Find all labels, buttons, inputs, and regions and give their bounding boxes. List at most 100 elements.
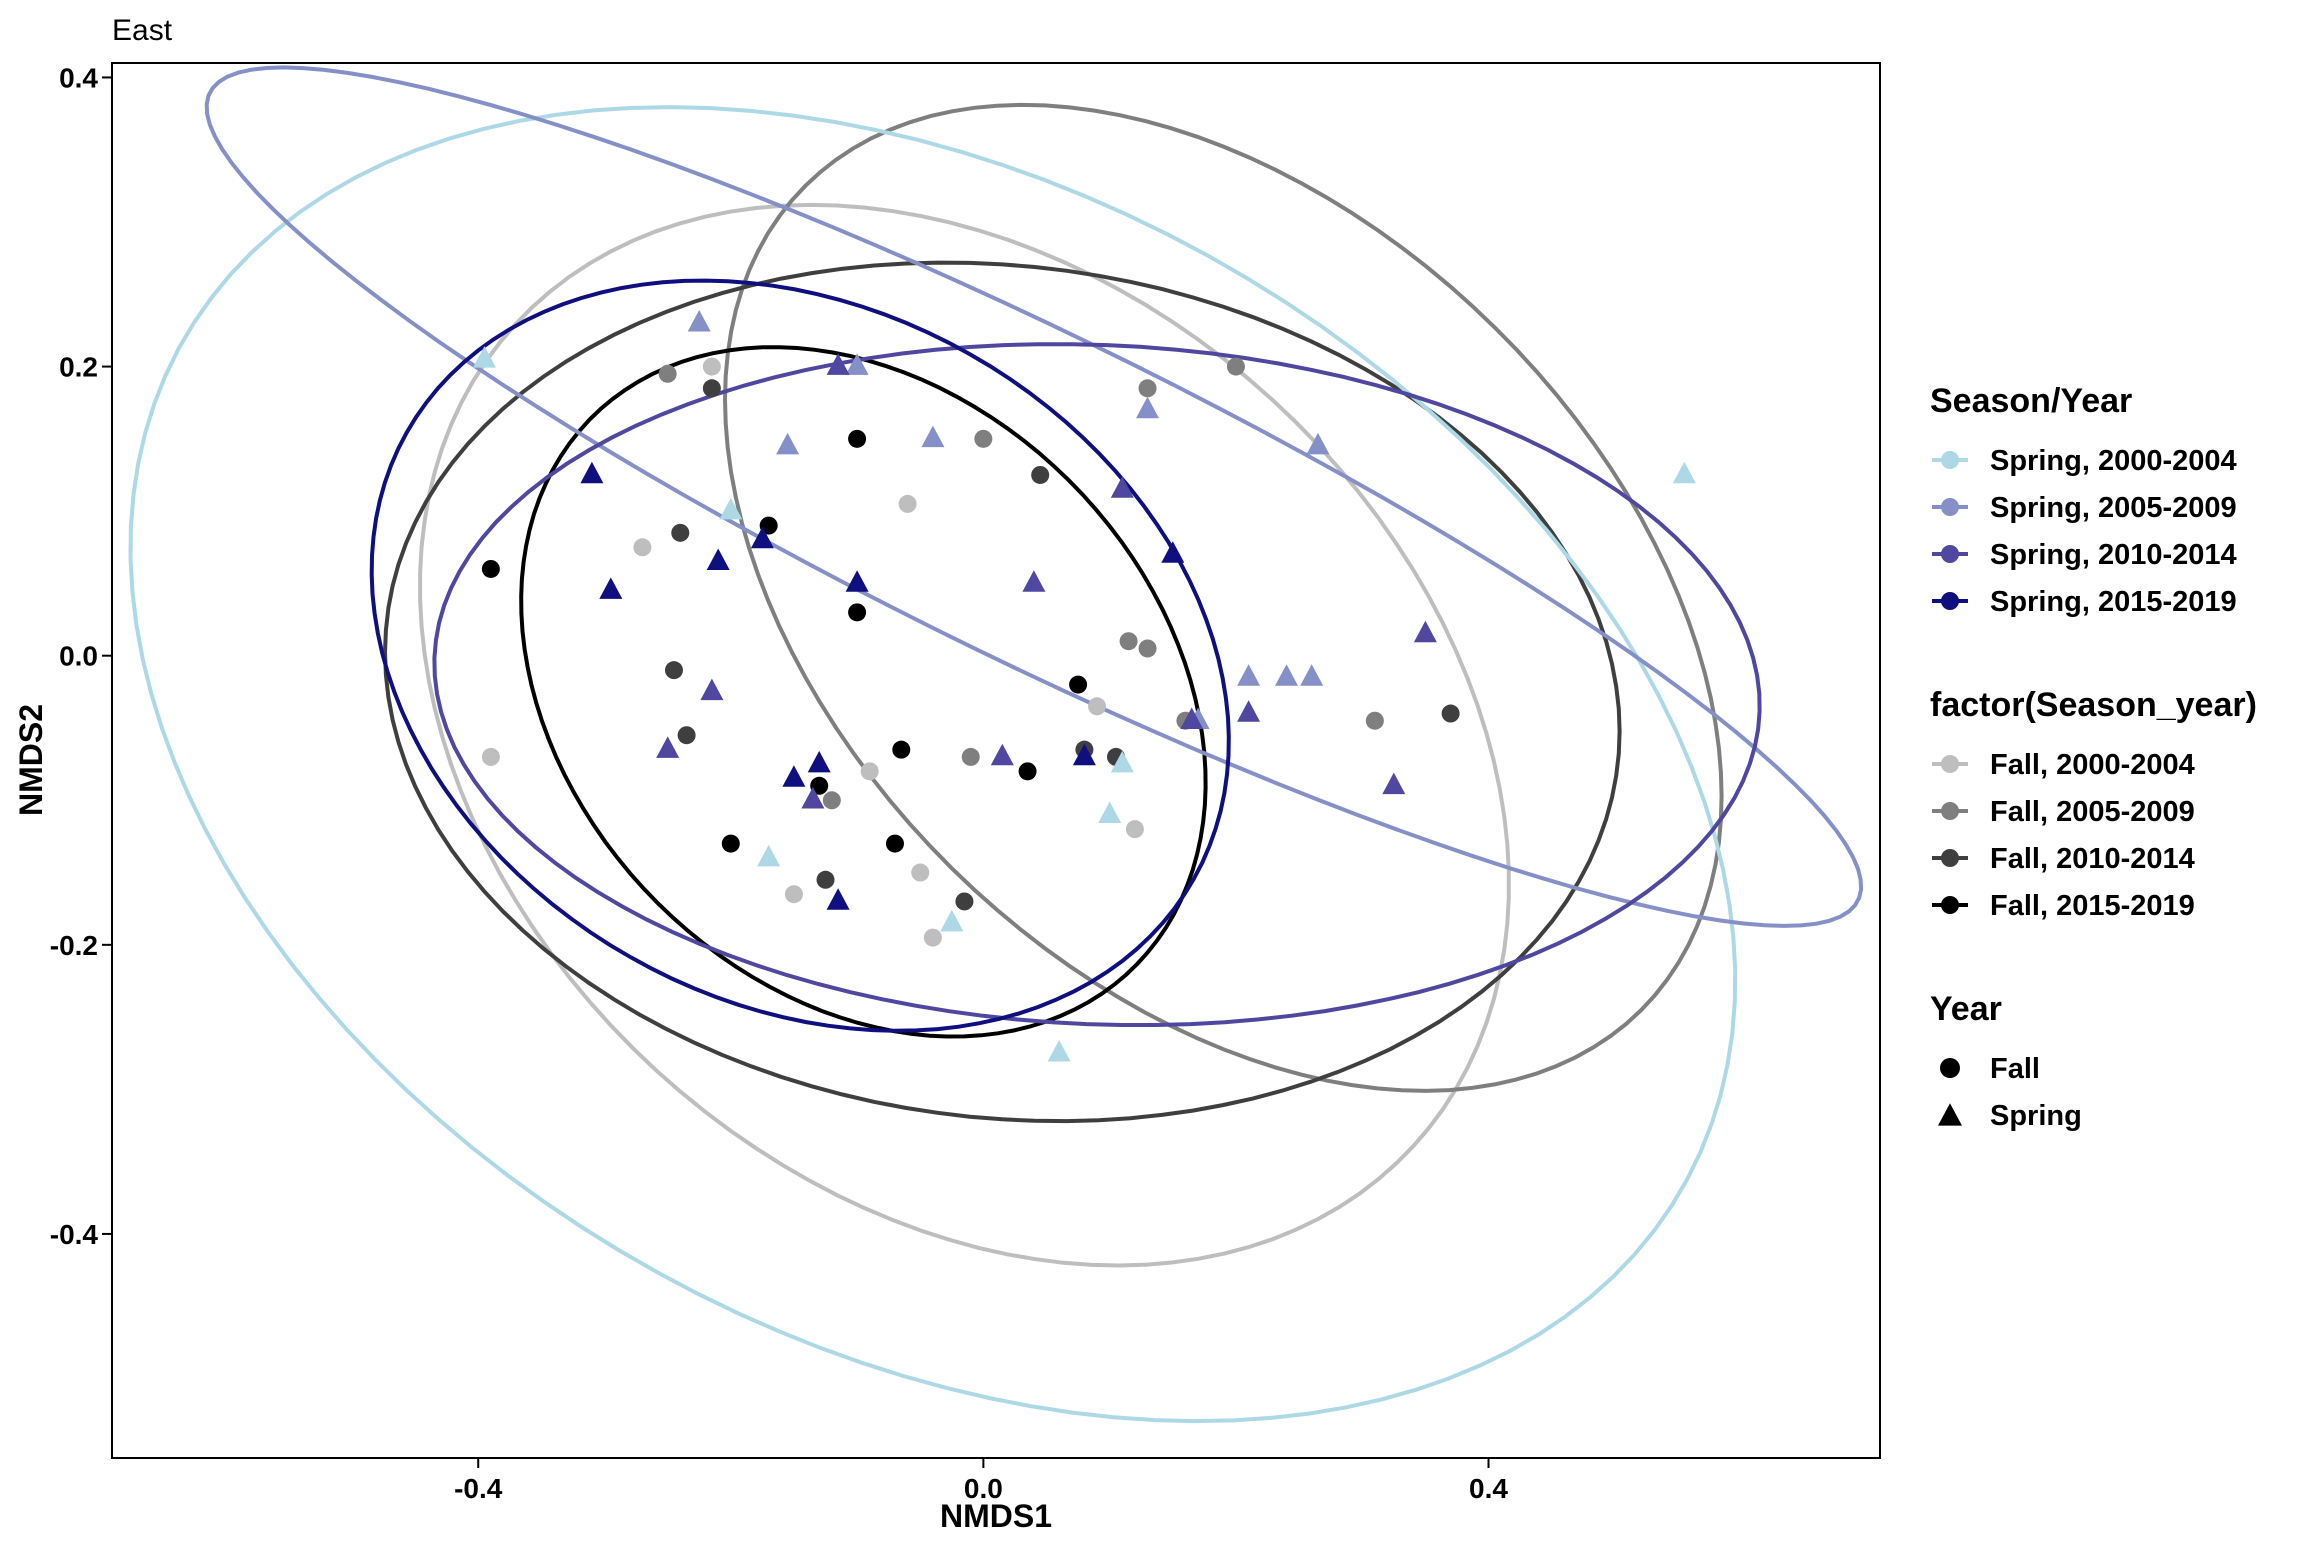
- legend-title: Season/Year: [1930, 382, 2132, 420]
- data-point-fa0004: [923, 928, 942, 947]
- x-tick-label: 0.4: [1469, 1473, 1508, 1504]
- legend-label: Spring, 2010-2014: [1990, 539, 2237, 571]
- data-point-sp0509: [845, 353, 869, 375]
- data-point-fa0004: [481, 747, 500, 766]
- data-point-fa0509: [822, 791, 841, 810]
- ellipse-layer: [128, 65, 1864, 1424]
- data-point-sp0509: [1275, 664, 1298, 686]
- data-point-fa0004: [911, 863, 930, 882]
- ellipse-sp1519: [369, 278, 1231, 1033]
- ellipse-fa0004: [418, 202, 1511, 1268]
- legend-label: Fall: [1990, 1053, 2040, 1085]
- legend-key-point: [1941, 451, 1959, 469]
- data-point-sp1014: [1180, 707, 1204, 729]
- data-point-sp1014: [1022, 570, 1046, 592]
- data-point-sp0004: [1098, 801, 1122, 823]
- legend-label: Fall, 2005-2009: [1990, 796, 2195, 828]
- data-point-sp1519: [845, 570, 869, 592]
- legend-layer: Season/Year Spring, 2000-2004 Spring, 2005…: [1930, 382, 2257, 1132]
- data-point-sp1519: [599, 577, 623, 599]
- data-point-fa0004: [1125, 820, 1144, 839]
- legend-label: Fall, 2000-2004: [1990, 749, 2195, 781]
- data-point-sp1519: [750, 526, 774, 549]
- data-point-sp1014: [700, 678, 724, 701]
- data-point-fa0509: [1226, 357, 1245, 376]
- data-point-fa1519: [721, 834, 740, 853]
- data-point-sp0004: [1047, 1040, 1071, 1062]
- y-axis-title: NMDS2: [13, 704, 49, 816]
- data-point-fa1014: [671, 523, 690, 542]
- data-point-fa0004: [784, 885, 803, 904]
- panel-title: East: [112, 14, 173, 47]
- data-point-fa0004: [702, 357, 721, 376]
- y-tick-label: 0.2: [59, 352, 98, 383]
- y-tick-label: -0.2: [50, 930, 98, 961]
- data-point-fa0509: [1138, 639, 1157, 658]
- data-point-sp0004: [473, 346, 496, 368]
- data-point-sp0509: [1136, 396, 1159, 419]
- data-point-fa0509: [961, 747, 980, 766]
- data-point-sp0004: [757, 844, 781, 867]
- data-point-sp0509: [1306, 432, 1330, 455]
- legend-key-point: [1941, 545, 1959, 563]
- data-point-fa0509: [1138, 379, 1157, 398]
- legend-key-triangle: [1938, 1103, 1962, 1126]
- data-point-fa0509: [974, 429, 993, 448]
- data-point-sp1014: [1413, 620, 1437, 643]
- legend-label: Spring, 2000-2004: [1990, 445, 2237, 477]
- data-point-fa1519: [892, 740, 911, 759]
- data-point-fa1519: [848, 603, 867, 622]
- data-point-sp0509: [776, 432, 800, 455]
- data-point-sp1014: [656, 736, 680, 758]
- data-point-fa0004: [860, 762, 879, 781]
- data-point-sp0509: [1300, 664, 1324, 686]
- data-point-fa1519: [848, 429, 867, 448]
- data-point-fa1014: [1441, 704, 1460, 723]
- ellipse-fa0509: [722, 102, 1724, 1093]
- data-point-sp1519: [1161, 541, 1185, 563]
- legend-label: Fall, 2010-2014: [1990, 843, 2195, 875]
- data-point-sp1014: [1110, 476, 1134, 498]
- legend-key-point: [1941, 592, 1959, 610]
- data-point-fa1519: [1018, 762, 1037, 781]
- data-point-sp1014: [801, 787, 825, 809]
- data-point-sp1519: [580, 461, 604, 484]
- data-point-sp0004: [1110, 750, 1134, 773]
- data-point-fa0509: [658, 364, 677, 383]
- ellipse-sp0004: [128, 105, 1738, 1424]
- legend-key-circle: [1940, 1058, 1960, 1078]
- data-point-sp0004: [719, 497, 743, 520]
- legend-label: Spring, 2005-2009: [1990, 492, 2237, 524]
- legend-title: factor(Season_year): [1930, 686, 2257, 724]
- x-axis-title: NMDS1: [940, 1498, 1052, 1534]
- ellipse-fa1014: [382, 260, 1622, 1124]
- data-point-sp1519: [1072, 743, 1096, 766]
- legend-key-point: [1941, 498, 1959, 516]
- data-point-sp1014: [1382, 772, 1406, 795]
- y-tick-label: 0.4: [59, 62, 98, 93]
- legend-label: Fall, 2015-2019: [1990, 890, 2195, 922]
- legend-label: Spring: [1990, 1100, 2082, 1132]
- data-point-fa1519: [1069, 675, 1088, 694]
- legend-key-point: [1941, 849, 1959, 867]
- point-layer: [473, 310, 1696, 1062]
- data-point-fa0004: [898, 494, 917, 513]
- ellipse-sp0509: [204, 65, 1864, 928]
- data-point-fa0004: [633, 538, 652, 557]
- data-point-sp1014: [1237, 700, 1261, 722]
- data-point-sp0004: [1672, 461, 1696, 484]
- legend-key-point: [1941, 896, 1959, 914]
- data-point-fa1519: [481, 559, 500, 578]
- x-tick-label: -0.4: [454, 1473, 503, 1504]
- data-point-fa1519: [810, 776, 829, 795]
- data-point-sp0004: [940, 909, 964, 932]
- y-tick-label: 0.0: [59, 641, 98, 672]
- data-point-sp0509: [921, 425, 945, 448]
- data-point-fa1014: [955, 892, 974, 911]
- legend-key-point: [1941, 802, 1959, 820]
- data-point-fa1519: [885, 834, 904, 853]
- data-point-fa0509: [1119, 632, 1138, 651]
- data-point-sp0509: [1237, 664, 1261, 686]
- data-point-fa1519: [759, 516, 778, 535]
